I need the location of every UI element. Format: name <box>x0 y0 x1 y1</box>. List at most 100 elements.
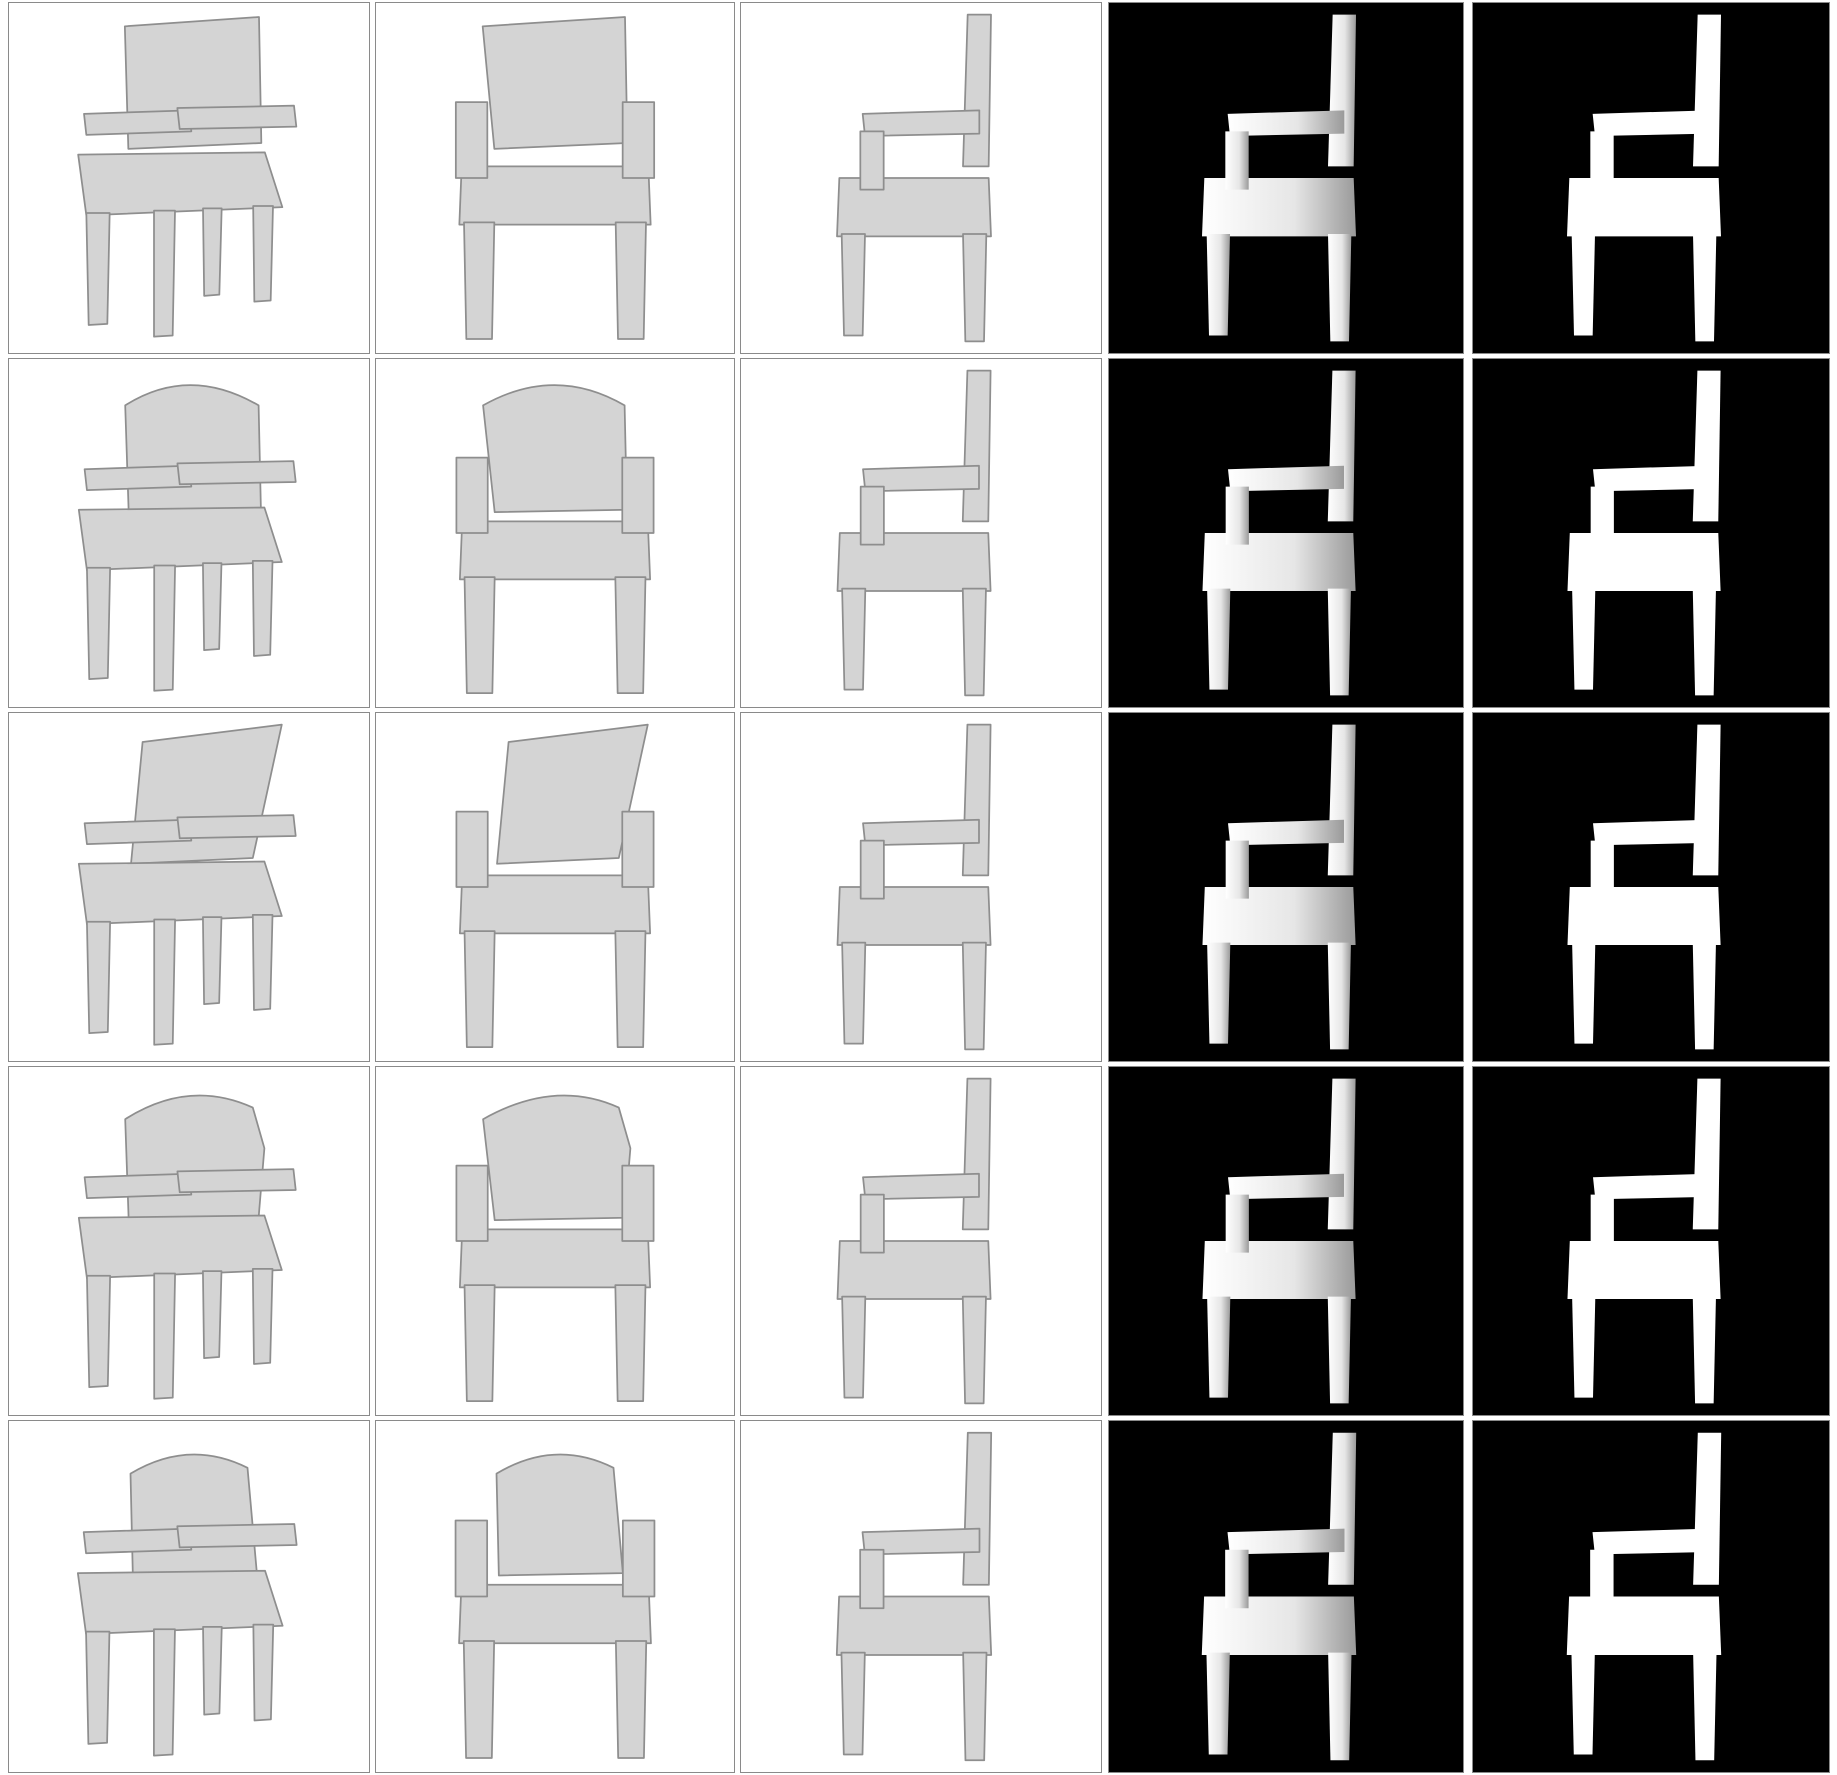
chair-part-4 <box>1207 1296 1231 1398</box>
chair-part-1 <box>77 506 283 571</box>
chair-part-1 <box>836 1240 992 1300</box>
chair-part-1 <box>77 1214 283 1279</box>
chair-part-2 <box>1593 465 1709 492</box>
chair-part-2 <box>1593 819 1709 846</box>
chair-part-4 <box>85 212 111 326</box>
grid-cell-r4-c1-render <box>8 1066 370 1416</box>
chair-render-three-quarter <box>77 723 297 1046</box>
chair-part-1 <box>1567 1241 1721 1299</box>
chair-part-3 <box>176 460 297 486</box>
chair-part-0 <box>961 369 992 523</box>
grid-cell-r2-c3-render <box>740 358 1102 708</box>
chair-part-3 <box>621 456 655 534</box>
chair-render-side <box>836 723 992 1051</box>
chair-part-1 <box>1566 1596 1722 1655</box>
grid-cell-r1-c1-render <box>8 2 370 354</box>
grid-cell-r1-c5-silhouette <box>1472 2 1830 354</box>
grid-cell-r5-c5-silhouette <box>1472 1420 1830 1773</box>
chair-part-4 <box>840 1651 866 1756</box>
chair-part-4 <box>86 566 111 681</box>
chair-part-3 <box>1590 840 1614 899</box>
chair-part-3 <box>1225 1549 1249 1609</box>
chair-part-4 <box>85 1630 111 1745</box>
chair-part-3 <box>859 1193 885 1254</box>
chair-part-5 <box>153 564 176 692</box>
chair-part-1 <box>77 151 284 217</box>
chair-part-2 <box>454 1519 489 1598</box>
chair-part-3 <box>1590 1549 1614 1609</box>
chair-part-0 <box>1328 14 1356 167</box>
chair-part-5 <box>614 221 647 340</box>
chair-part-0 <box>1327 1078 1356 1230</box>
chair-part-4 <box>1572 588 1596 690</box>
chair-depth-side <box>1202 370 1356 696</box>
chair-part-2 <box>455 456 489 534</box>
chair-part-4 <box>1571 234 1595 336</box>
chair-part-1 <box>836 532 992 592</box>
chair-part-5 <box>1328 234 1352 342</box>
chair-part-6 <box>251 913 274 1011</box>
chair-render-three-quarter <box>77 16 298 338</box>
chair-part-1 <box>1202 178 1356 237</box>
chair-part-2 <box>83 1172 193 1199</box>
chair-silhouette-side <box>1567 370 1721 696</box>
chair-render-side <box>836 1077 992 1405</box>
chair-part-3 <box>621 101 656 179</box>
chair-part-5 <box>1327 942 1351 1050</box>
chair-part-3 <box>1225 486 1249 545</box>
chair-part-3 <box>1590 131 1614 190</box>
chair-part-6 <box>251 1267 274 1365</box>
grid-cell-r5-c3-render <box>740 1420 1102 1773</box>
chair-part-5 <box>1692 588 1716 696</box>
chair-part-2 <box>862 1172 980 1201</box>
chair-part-6 <box>252 1623 275 1722</box>
chair-part-3 <box>859 839 885 900</box>
chair-part-1 <box>836 177 992 238</box>
chair-part-3 <box>859 1548 885 1610</box>
chair-part-2 <box>454 101 489 179</box>
chair-part-1 <box>76 1569 284 1635</box>
chair-part-0 <box>1693 14 1721 167</box>
chair-silhouette-side <box>1567 14 1721 342</box>
chair-part-2 <box>861 109 981 137</box>
grid-cell-r5-c2-render <box>375 1420 735 1773</box>
chair-part-1 <box>1202 1241 1356 1299</box>
chair-part-4 <box>840 233 866 337</box>
grid-cell-r3-c4-depth <box>1108 712 1464 1062</box>
chair-part-5 <box>1327 1296 1351 1404</box>
chair-part-0 <box>496 723 649 865</box>
chair-part-1 <box>77 860 283 925</box>
chair-depth-side <box>1202 724 1356 1050</box>
chair-part-5 <box>961 587 987 697</box>
chair-part-0 <box>481 16 629 150</box>
chair-part-5 <box>153 209 176 338</box>
chair-render-three-quarter <box>77 384 297 692</box>
chair-silhouette-side <box>1567 724 1721 1050</box>
chair-part-1 <box>459 520 651 581</box>
chair-render-three-quarter <box>76 1453 298 1757</box>
grid-cell-r3-c5-silhouette <box>1472 712 1830 1062</box>
grid-cell-r1-c4-depth <box>1108 2 1464 354</box>
chair-part-1 <box>1567 533 1721 591</box>
chair-part-2 <box>83 109 193 136</box>
chair-part-0 <box>962 13 992 168</box>
chair-part-5 <box>614 576 647 694</box>
chair-part-1 <box>836 886 992 946</box>
chair-part-1 <box>458 1583 652 1645</box>
chair-part-4 <box>463 576 496 694</box>
grid-cell-r2-c5-silhouette <box>1472 358 1830 708</box>
chair-part-3 <box>621 1164 655 1242</box>
chair-part-7 <box>202 1626 223 1716</box>
chair-part-3 <box>176 1168 297 1194</box>
chair-part-4 <box>1207 588 1231 690</box>
chair-part-4 <box>841 587 867 691</box>
chair-part-4 <box>1206 234 1230 336</box>
grid-cell-r5-c1-render <box>8 1420 370 1773</box>
chair-part-4 <box>841 941 867 1045</box>
chair-part-4 <box>86 1274 111 1389</box>
chair-part-4 <box>463 221 496 340</box>
grid-cell-r2-c4-depth <box>1108 358 1464 708</box>
chair-part-2 <box>1228 465 1344 492</box>
chair-depth-side <box>1202 14 1356 342</box>
